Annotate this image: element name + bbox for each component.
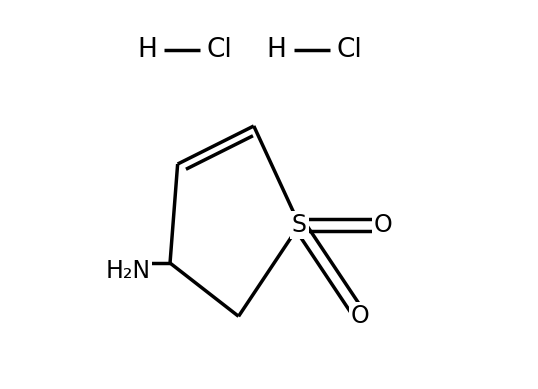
Text: Cl: Cl xyxy=(336,37,362,63)
Text: S: S xyxy=(292,213,307,237)
Text: Cl: Cl xyxy=(207,37,232,63)
Text: O: O xyxy=(351,304,370,328)
Text: O: O xyxy=(374,213,393,237)
Text: H₂N: H₂N xyxy=(105,259,151,283)
Text: H: H xyxy=(267,37,287,63)
Text: H: H xyxy=(137,37,157,63)
